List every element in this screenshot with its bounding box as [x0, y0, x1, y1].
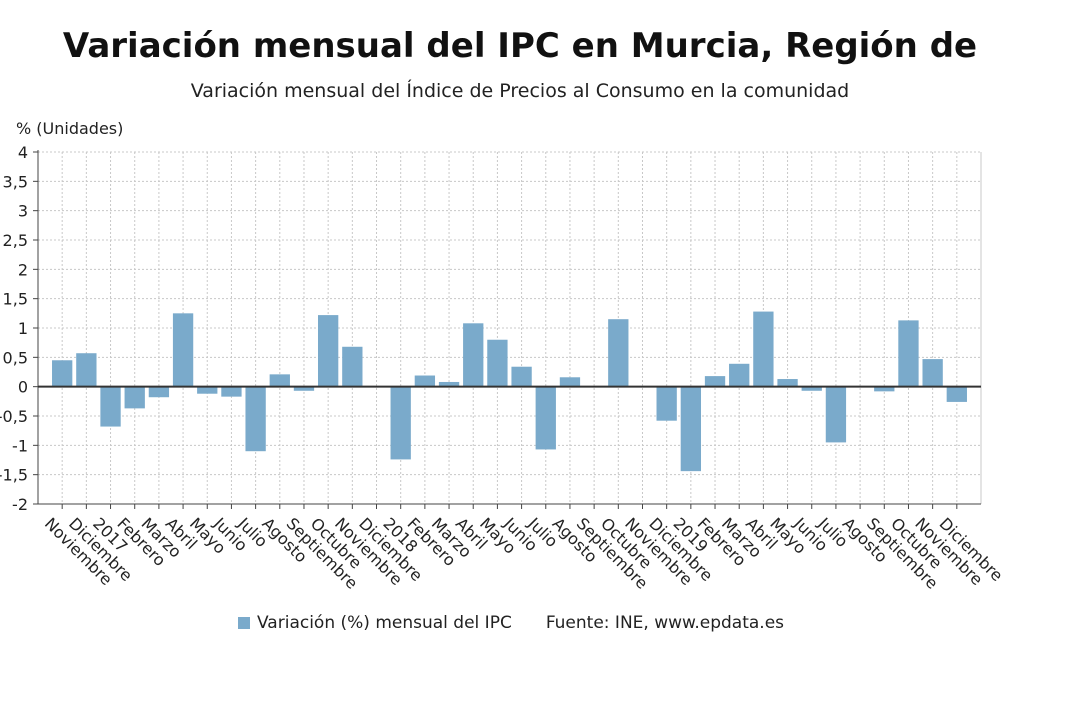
bar: [172, 313, 194, 387]
y-tick-label: 0: [18, 378, 28, 397]
bar: [52, 360, 73, 387]
bar: [76, 353, 97, 387]
y-tick-labels: -2 -1,5 -1 -0,5 0 0,5 1 1,5 2 2,5 3 3,5 4: [0, 143, 28, 514]
bar: [656, 386, 677, 421]
bar: [874, 386, 895, 392]
y-tick-label: -1,5: [0, 466, 28, 485]
bar: [148, 386, 170, 398]
bar: [100, 386, 121, 427]
legend-series-label: Variación (%) mensual del IPC: [257, 613, 512, 633]
y-tick-label: 1: [18, 319, 28, 338]
bar: [438, 381, 460, 387]
bar: [221, 386, 242, 397]
bar: [463, 323, 484, 387]
bar: [946, 386, 967, 402]
y-tick-label: 3,5: [3, 172, 28, 191]
bar: [729, 363, 750, 387]
bar: [704, 376, 726, 387]
bar: [898, 320, 919, 387]
bar: [777, 379, 798, 387]
legend-swatch: [238, 617, 250, 629]
bar: [608, 319, 629, 387]
y-tick-label: 2: [18, 260, 28, 279]
bar: [487, 339, 508, 387]
y-tick-label: -2: [12, 495, 28, 514]
bar: [124, 386, 145, 409]
bar: [245, 386, 266, 452]
bar: [269, 374, 290, 387]
bar: [197, 386, 218, 394]
bars: [52, 311, 967, 472]
x-tick-labels: NoviembreDiciembre2017FebreroMarzoAbrilM…: [41, 513, 1007, 593]
bar: [414, 375, 436, 387]
bar: [825, 386, 847, 443]
y-axis-label: % (Unidades): [16, 119, 123, 138]
axes: [33, 150, 981, 509]
bar: [559, 377, 581, 387]
bar: [801, 386, 822, 391]
y-tick-label: -1: [12, 436, 28, 455]
bar: [753, 311, 774, 387]
bar: [390, 386, 411, 460]
bar: [680, 386, 702, 472]
bar: [317, 315, 339, 387]
y-tick-label: 0,5: [3, 348, 28, 367]
chart-subtitle: Variación mensual del Índice de Precios …: [190, 80, 850, 102]
y-tick-label: -0,5: [0, 407, 28, 426]
bar: [293, 386, 315, 391]
y-tick-label: 3: [18, 202, 28, 221]
bar: [535, 386, 556, 450]
bar: [511, 366, 532, 387]
chart-title: Variación mensual del IPC en Murcia, Reg…: [62, 26, 978, 66]
y-tick-label: 2,5: [3, 231, 28, 250]
bar: [922, 359, 943, 387]
y-tick-label: 1,5: [3, 290, 28, 309]
bar: [342, 346, 363, 387]
legend: Variación (%) mensual del IPC Fuente: IN…: [238, 613, 784, 633]
y-tick-label: 4: [18, 143, 28, 162]
source-note: Fuente: INE, www.epdata.es: [545, 613, 785, 633]
